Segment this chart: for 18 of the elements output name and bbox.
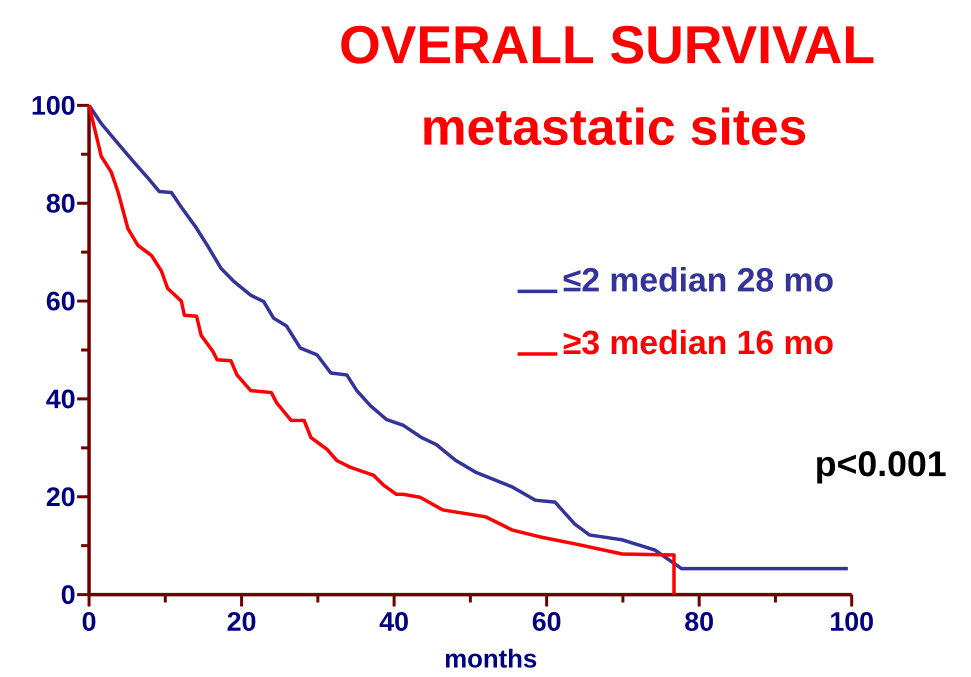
y-tick-label: 20 — [46, 487, 75, 506]
x-tick-label: 20 — [228, 612, 256, 631]
x-tick-label: 80 — [685, 612, 713, 631]
y-tick-label: 80 — [46, 194, 75, 213]
x-tick-label: 60 — [532, 612, 560, 631]
legend-label: ≤2 median 28 mo — [564, 266, 833, 292]
x-tick-label: 40 — [380, 612, 408, 631]
y-tick-label: 60 — [46, 292, 75, 310]
chart-subtitle: metastatic sites — [424, 107, 806, 146]
legend-label: ≥3 median 16 mo — [564, 330, 833, 354]
y-tick-label: 40 — [46, 389, 75, 408]
annotation: p<0.001 — [817, 451, 946, 484]
x-tick-label: 100 — [831, 612, 873, 631]
x-axis-title: months — [446, 648, 536, 668]
chart-title: OVERALL SURVIVAL — [341, 26, 874, 64]
y-tick-label: 100 — [32, 96, 74, 115]
y-tick-label: 0 — [62, 585, 75, 604]
x-tick-label: 0 — [82, 612, 96, 631]
